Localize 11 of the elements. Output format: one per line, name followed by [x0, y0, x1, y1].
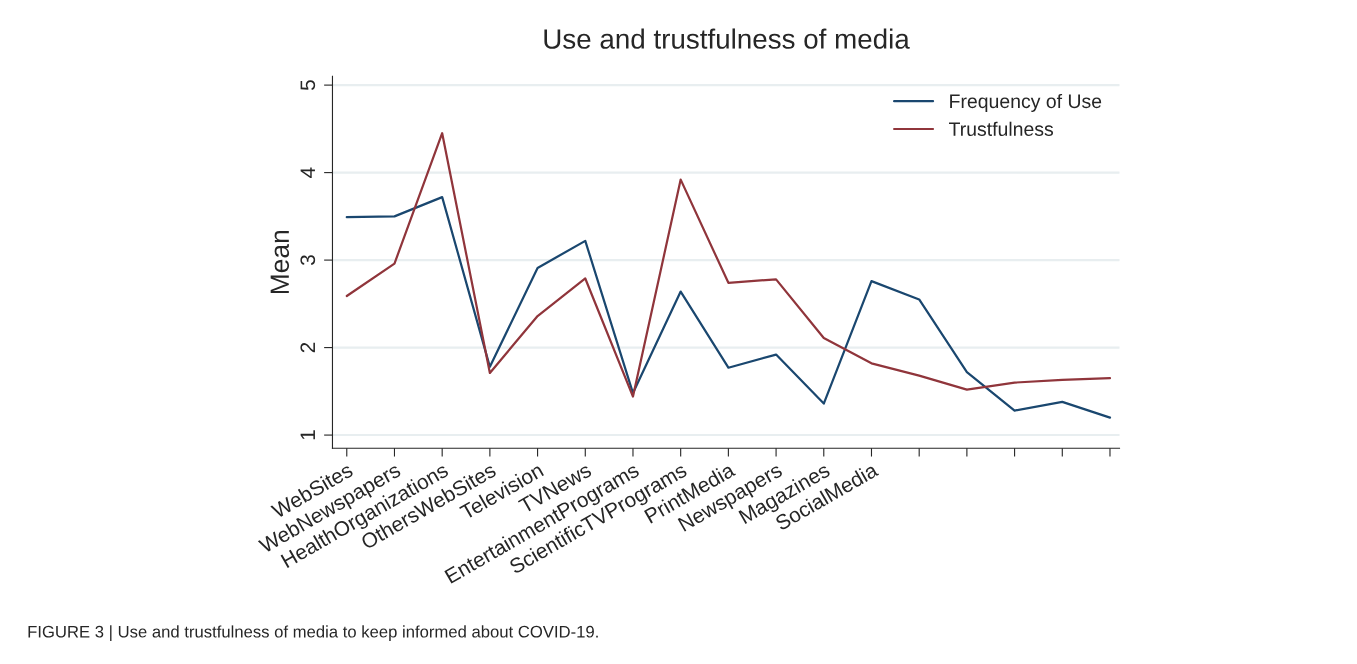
y-tick-label: 3	[300, 255, 316, 266]
chart-title: Use and trustfulness of media	[544, 28, 910, 49]
caption: FIGURE 3 | Use and trustfulness of media to keep informed about COVID-19.	[28, 625, 598, 641]
y-tick-label: 4	[300, 167, 315, 178]
y-tick-label: 1	[300, 430, 315, 440]
y-axis-title: Mean	[270, 230, 290, 294]
y-tick-label: 2	[300, 342, 315, 353]
y-tick-label: 5	[300, 80, 316, 91]
legend-label: Frequency of Use	[950, 93, 1102, 112]
legend-label: Trustfulness	[949, 121, 1054, 136]
line-series	[345, 195, 1112, 419]
